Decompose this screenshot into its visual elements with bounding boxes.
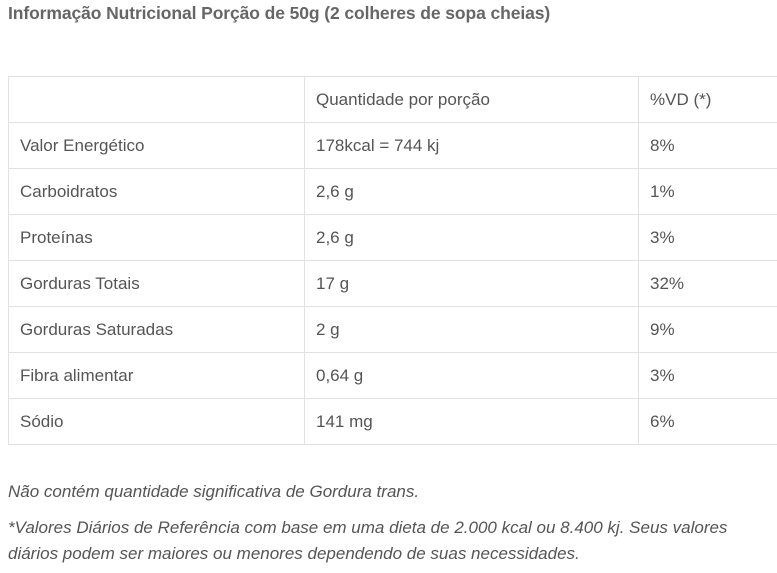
nutrient-amount: 2,6 g	[304, 168, 639, 215]
nutrient-amount: 2,6 g	[304, 214, 639, 261]
nutrient-name: Sódio	[8, 398, 305, 445]
table-header-row: Quantidade por porção %VD (*)	[8, 76, 777, 123]
nutrient-daily-value: 6%	[638, 398, 777, 445]
table-row: Carboidratos 2,6 g 1%	[8, 168, 777, 215]
nutrient-daily-value: 9%	[638, 306, 777, 353]
table-row: Proteínas 2,6 g 3%	[8, 214, 777, 261]
nutrition-table: Quantidade por porção %VD (*) Valor Ener…	[8, 76, 777, 445]
table-row: Valor Energético 178kcal = 744 kj 8%	[8, 122, 777, 169]
nutrient-name: Fibra alimentar	[8, 352, 305, 399]
nutrient-amount: 17 g	[304, 260, 639, 307]
nutrient-name: Carboidratos	[8, 168, 305, 215]
nutrient-name: Gorduras Totais	[8, 260, 305, 307]
header-nutrient	[8, 76, 305, 123]
daily-values-footnote: *Valores Diários de Referência com base …	[8, 518, 728, 563]
header-daily-value: %VD (*)	[638, 76, 777, 123]
nutrient-amount: 0,64 g	[304, 352, 639, 399]
nutrient-daily-value: 1%	[638, 168, 777, 215]
nutrient-daily-value: 32%	[638, 260, 777, 307]
trans-fat-note: Não contém quantidade significativa de G…	[8, 482, 420, 501]
nutrient-name: Valor Energético	[8, 122, 305, 169]
table-row: Fibra alimentar 0,64 g 3%	[8, 352, 777, 399]
header-amount: Quantidade por porção	[304, 76, 639, 123]
nutrient-name: Gorduras Saturadas	[8, 306, 305, 353]
nutrient-amount: 2 g	[304, 306, 639, 353]
nutrient-daily-value: 8%	[638, 122, 777, 169]
table-row: Sódio 141 mg 6%	[8, 398, 777, 445]
table-row: Gorduras Totais 17 g 32%	[8, 260, 777, 307]
nutrient-daily-value: 3%	[638, 214, 777, 261]
table-row: Gorduras Saturadas 2 g 9%	[8, 306, 777, 353]
nutrient-amount: 178kcal = 744 kj	[304, 122, 639, 169]
nutrient-amount: 141 mg	[304, 398, 639, 445]
nutrient-daily-value: 3%	[638, 352, 777, 399]
nutrient-name: Proteínas	[8, 214, 305, 261]
page-title: Informação Nutricional Porção de 50g (2 …	[8, 3, 551, 23]
